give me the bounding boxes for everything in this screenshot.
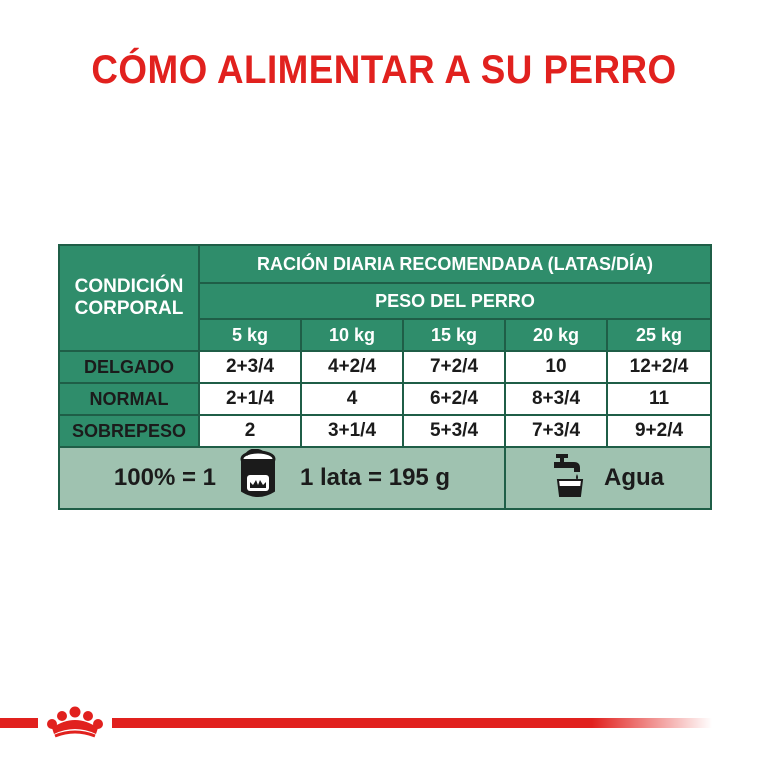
- ration-cell: 7+2/4: [402, 350, 506, 384]
- bottom-divider: [112, 718, 712, 728]
- ration-cell: 2+1/4: [198, 382, 302, 416]
- can-weight-text: 1 lata = 195 g: [300, 464, 451, 491]
- ration-cell: 6+2/4: [402, 382, 506, 416]
- bottom-divider-left: [0, 718, 38, 728]
- can-icon: [238, 448, 278, 508]
- dog-weight-header: PESO DEL PERRO: [197, 282, 713, 320]
- ration-cell: 11: [605, 382, 713, 416]
- equivalence-label: 100% = 1: [113, 464, 216, 491]
- ration-cell: 2+3/4: [198, 350, 302, 384]
- weight-header: 25 kg: [605, 318, 713, 352]
- table-row: DELGADO 2+3/4 4+2/4 7+2/4 10 12+2/4: [58, 350, 713, 384]
- feeding-table: CONDICIÓN CORPORAL RACIÓN DIARIA RECOMEN…: [58, 244, 713, 510]
- row-label-delgado: DELGADO: [58, 350, 200, 384]
- row-label-normal: NORMAL: [58, 382, 200, 416]
- weight-header: 15 kg: [402, 318, 506, 352]
- weight-header: 10 kg: [300, 318, 404, 352]
- water-label: Agua: [604, 464, 664, 491]
- ration-cell: 4+2/4: [300, 350, 404, 384]
- royal-canin-crown-logo: [42, 704, 108, 740]
- water-cell: Agua: [503, 446, 713, 510]
- weight-header: 20 kg: [504, 318, 608, 352]
- ration-cell: 4: [300, 382, 404, 416]
- table-row: SOBREPESO 2 3+1/4 5+3/4 7+3/4 9+2/4: [58, 414, 713, 448]
- ration-cell: 3+1/4: [300, 414, 404, 448]
- ration-cell: 2: [198, 414, 302, 448]
- daily-ration-header: RACIÓN DIARIA RECOMENDADA (LATAS/DÍA): [197, 244, 713, 284]
- can-equivalence-cell: 100% = 1 1 lata = 195 g: [58, 446, 506, 510]
- condition-header: CONDICIÓN CORPORAL: [58, 244, 200, 352]
- page-title: CÓMO ALIMENTAR A SU PERRO: [91, 48, 677, 92]
- ration-cell: 10: [504, 350, 608, 384]
- table-row: NORMAL 2+1/4 4 6+2/4 8+3/4 11: [58, 382, 713, 416]
- ration-cell: 12+2/4: [605, 350, 713, 384]
- ration-cell: 5+3/4: [402, 414, 506, 448]
- ration-cell: 9+2/4: [605, 414, 713, 448]
- row-label-sobrepeso: SOBREPESO: [58, 414, 200, 448]
- weight-header: 5 kg: [198, 318, 302, 352]
- ration-cell: 8+3/4: [504, 382, 608, 416]
- water-tap-icon: [552, 452, 586, 505]
- ration-cell: 7+3/4: [504, 414, 608, 448]
